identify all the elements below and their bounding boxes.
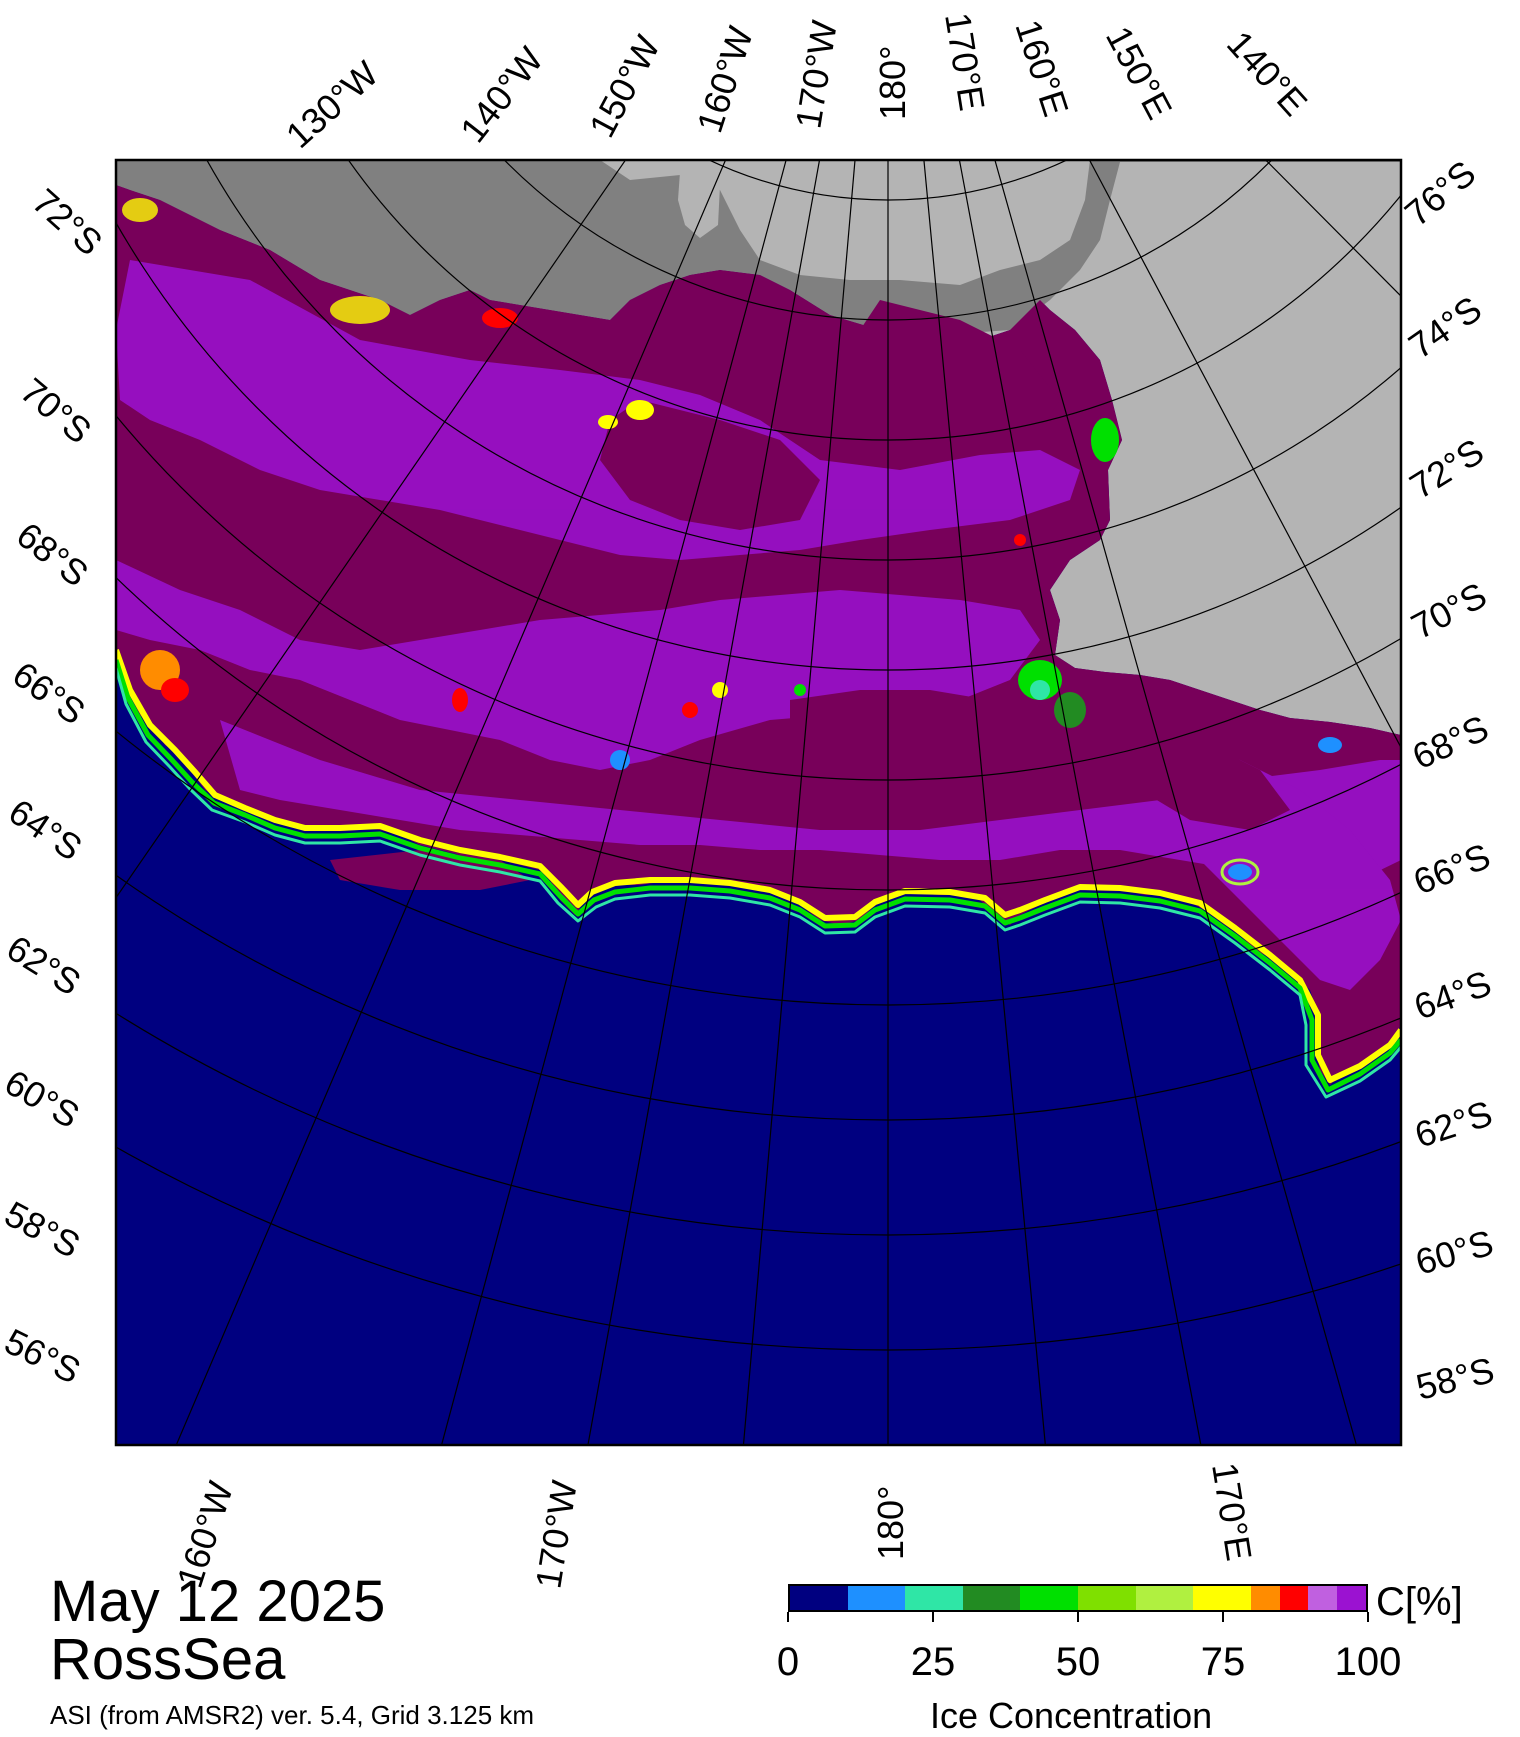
meridian-label: 160°W (689, 22, 762, 138)
ross-ice-shelf (116, 160, 1401, 335)
colorbar-bin (1337, 1586, 1366, 1610)
parallel-label: 62°S (1410, 1092, 1497, 1155)
colorbar-bin (1250, 1586, 1280, 1610)
colorbar-tick-label: 100 (1334, 1640, 1402, 1684)
colorbar-bin (1193, 1586, 1251, 1610)
antarctic-land (116, 160, 1401, 735)
colorbar-bin (847, 1586, 906, 1610)
parallel-labels-left: 72°S 70°S 68°S 66°S 64°S 62°S 60°S 58°S … (0, 180, 110, 1391)
meridian-label: 130°W (278, 53, 386, 156)
colorbar-tick-label: 50 (1055, 1640, 1101, 1684)
meridian-labels-top: 130°W 140°W 150°W 160°W 170°W 180° 170°E… (278, 10, 1316, 156)
colorbar-title: Ice Concentration (930, 1695, 1213, 1736)
map-frame (114, 158, 1403, 1447)
parallel-label: 58°S (1412, 1349, 1498, 1408)
meridian-label: 140°E (1219, 23, 1315, 124)
colorbar-bin (962, 1586, 1021, 1610)
parallel-labels-right: 76°S 74°S 72°S 70°S 68°S 66°S 64°S 62°S … (1397, 152, 1498, 1407)
light-grey-dome (678, 165, 720, 238)
colorbar-unit: C[%] (1376, 1580, 1463, 1624)
meridian-label: 170°E (937, 10, 993, 114)
parallel-label: 74°S (1401, 288, 1489, 367)
meridian-label: 180° (870, 1486, 911, 1560)
region-title: RossSea (50, 1627, 286, 1692)
parallel-label: 72°S (1403, 430, 1491, 506)
colorbar-bin (1077, 1586, 1136, 1610)
meridian-label: 180° (872, 46, 913, 120)
parallel-label: 70°S (13, 370, 99, 452)
parallel-label: 60°S (1411, 1222, 1498, 1283)
colorbar-bin (1308, 1586, 1338, 1610)
parallel-label: 56°S (0, 1320, 87, 1391)
parallel-label: 64°S (1409, 962, 1497, 1027)
colorbar-tick (1222, 1612, 1224, 1622)
low-concentration-features (122, 198, 1342, 886)
ice-shelf-patch (470, 210, 570, 290)
meridian-label: 150°E (1098, 20, 1180, 126)
parallel-label: 64°S (2, 791, 90, 869)
colorbar-tick (1077, 1612, 1079, 1622)
parallel-label: 66°S (5, 653, 93, 732)
parallel-label: 76°S (1397, 152, 1483, 234)
meridian-label: 170°W (527, 1478, 584, 1592)
colorbar-bin (1020, 1586, 1078, 1610)
parallel-label: 62°S (0, 927, 88, 1003)
parallel-label: 68°S (9, 514, 96, 595)
parallel-label: 60°S (0, 1061, 86, 1136)
meridian-label: 170°W (787, 18, 844, 132)
parallel-label: 58°S (0, 1193, 87, 1266)
sea-ice-deep-patches (120, 300, 1290, 890)
parallel-label: 68°S (1406, 707, 1494, 777)
colorbar-bin (1279, 1586, 1309, 1610)
product-description: ASI (from AMSR2) ver. 5.4, Grid 3.125 km (50, 1700, 535, 1730)
parallel-label: 72°S (25, 180, 111, 263)
graticule-meridians (116, 160, 1401, 1445)
parallel-label: 70°S (1405, 574, 1494, 647)
meridian-label: 140°W (452, 39, 551, 150)
meridian-label: 150°W (581, 29, 668, 144)
colorbar-tick-label: 0 (776, 1640, 800, 1684)
colorbar-tick (932, 1612, 934, 1622)
parallel-label: 66°S (1408, 835, 1496, 902)
colorbar-tick-label: 25 (910, 1640, 956, 1684)
date-title: May 12 2025 (50, 1569, 386, 1634)
colorbar-bin (905, 1586, 963, 1610)
meridian-label: 160°E (1007, 15, 1076, 121)
meridian-label: 170°E (1204, 1460, 1260, 1564)
colorbar-tick (1367, 1612, 1369, 1622)
colorbar-bin (790, 1586, 848, 1610)
map-panel (116, 160, 1401, 1445)
colorbar (788, 1584, 1368, 1612)
colorbar-tick-label: 75 (1200, 1640, 1246, 1684)
colorbar-tick (787, 1612, 789, 1622)
colorbar-bin (1135, 1586, 1194, 1610)
